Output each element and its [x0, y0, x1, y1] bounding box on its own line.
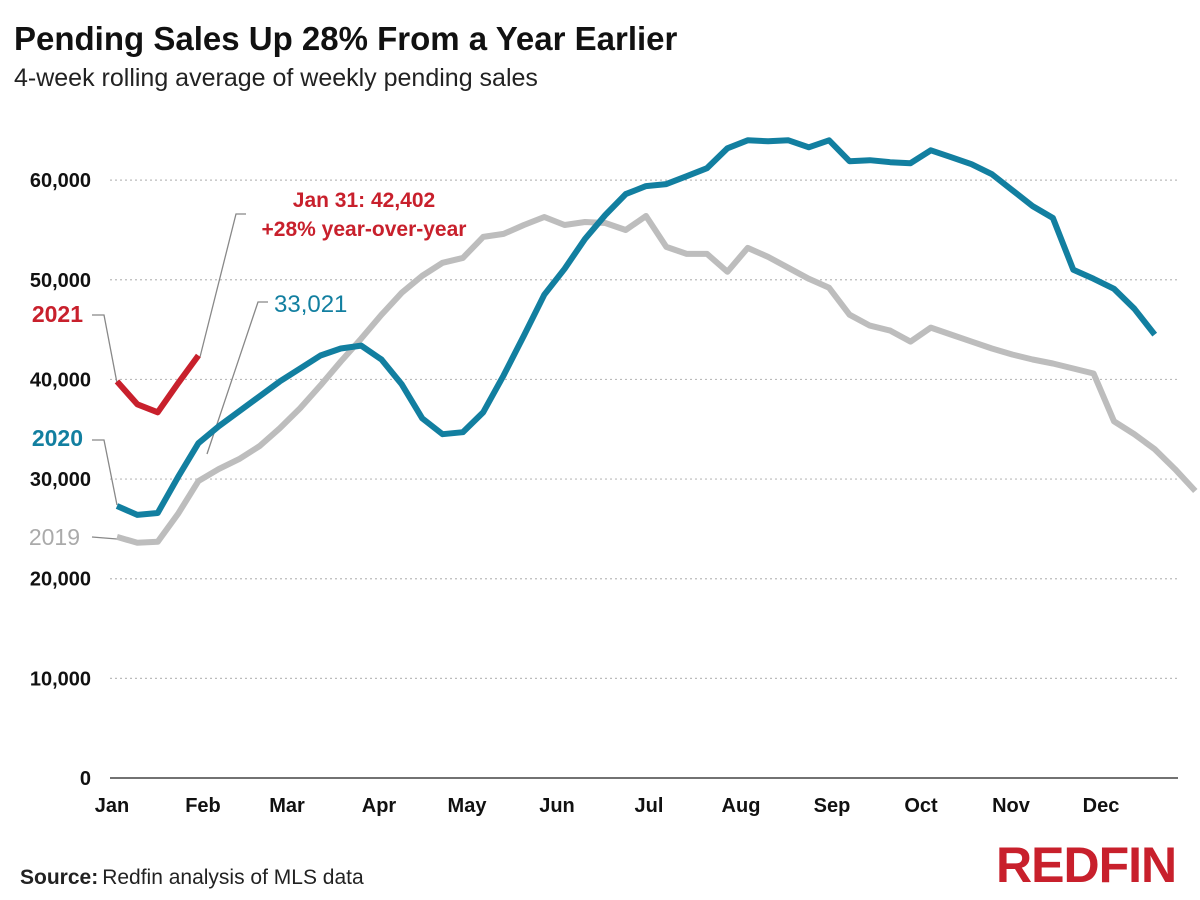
y-tick-label: 40,000 — [30, 369, 91, 391]
x-tick-label: Feb — [185, 795, 221, 817]
series-label-2019: 2019 — [29, 524, 80, 550]
leader-line-2019 — [91, 536, 118, 540]
source-text: Redfin analysis of MLS data — [102, 866, 364, 889]
x-tick-label: Mar — [269, 795, 305, 817]
y-tick-label: 0 — [80, 768, 91, 790]
x-axis-ticks: Jan Feb Mar Apr May Jun Jul Aug Sep Oct Nov Dec — [95, 795, 1120, 817]
x-tick-label: Sep — [814, 795, 851, 817]
series-line-2019 — [116, 213, 1198, 546]
source-label: Source: — [20, 866, 99, 889]
x-tick-label: Aug — [722, 795, 761, 817]
y-tick-label: 20,000 — [30, 569, 91, 591]
annotation-leader-2021 — [199, 213, 246, 358]
chart-subtitle: 4-week rolling average of weekly pending… — [14, 64, 538, 92]
y-tick-label: 50,000 — [30, 270, 91, 292]
y-tick-label: 10,000 — [30, 668, 91, 690]
leader-lines — [91, 213, 268, 540]
x-tick-label: Dec — [1083, 795, 1120, 817]
source-note: Source: Redfin analysis of MLS data — [20, 866, 364, 890]
series-label-2021: 2021 — [32, 301, 83, 327]
leader-line-2020 — [92, 439, 118, 506]
gridlines — [110, 179, 1178, 779]
y-tick-label: 30,000 — [30, 469, 91, 491]
leader-line-2021 — [92, 314, 118, 384]
annotation-2020-value: 33,021 — [274, 291, 347, 318]
x-tick-label: Oct — [904, 795, 938, 817]
series-line-2021 — [114, 353, 201, 416]
annotation-2021-date-value: Jan 31: 42,402 — [293, 189, 435, 212]
y-axis-ticks: 0 10,000 20,000 30,000 40,000 50,000 60,000 — [30, 170, 91, 790]
redfin-logo: REDFIN — [996, 837, 1177, 893]
y-tick-label: 60,000 — [30, 170, 91, 192]
x-tick-label: Jan — [95, 795, 129, 817]
series-line-2020 — [115, 137, 1158, 518]
annotation-2021-yoy: +28% year-over-year — [262, 218, 467, 241]
series-label-2020: 2020 — [32, 425, 83, 451]
series-lines — [114, 137, 1198, 546]
annotation-leader-2020 — [206, 301, 268, 455]
x-tick-label: Jul — [635, 795, 664, 817]
x-tick-label: May — [448, 795, 488, 817]
chart-title: Pending Sales Up 28% From a Year Earlier — [14, 20, 678, 57]
x-tick-label: Jun — [539, 795, 575, 817]
x-tick-label: Apr — [362, 795, 397, 817]
x-tick-label: Nov — [992, 795, 1031, 817]
series-labels: 2019 2020 2021 Jan 31: 42,402 +28% year-over… — [29, 189, 467, 550]
